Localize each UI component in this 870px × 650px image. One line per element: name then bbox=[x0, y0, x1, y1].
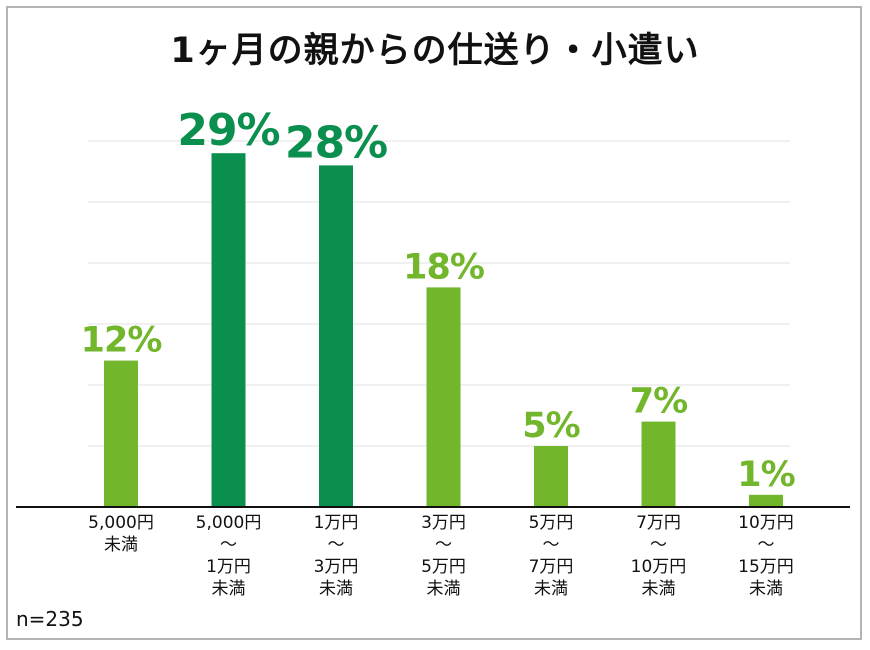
category-label: 10万円〜 15万円未満 bbox=[738, 513, 794, 599]
bar bbox=[426, 287, 461, 507]
chart-title: 1ヶ月の親からの仕送り・小遣い bbox=[170, 31, 700, 71]
bar bbox=[534, 446, 568, 507]
category-label: 5万円〜 7万円未満 bbox=[529, 513, 574, 599]
bar bbox=[211, 153, 246, 507]
value-label: 5% bbox=[522, 406, 579, 446]
category-label: 5,000円〜 1万円未満 bbox=[196, 513, 262, 599]
bar bbox=[104, 360, 138, 507]
value-label: 1% bbox=[737, 455, 794, 495]
value-label: 12% bbox=[81, 321, 162, 361]
bar bbox=[319, 165, 353, 507]
value-label: 18% bbox=[403, 247, 484, 287]
value-labels: 12% 29% 28% 18% 5% 7% 1% bbox=[81, 105, 796, 495]
category-label: 7万円〜 10万円未満 bbox=[631, 513, 687, 599]
value-label: 7% bbox=[630, 382, 687, 422]
bar bbox=[641, 421, 676, 507]
value-label: 29% bbox=[177, 105, 279, 156]
category-label: 3万円〜 5万円未満 bbox=[421, 513, 466, 599]
sample-size-note: n=235 bbox=[16, 607, 84, 631]
bars bbox=[104, 153, 783, 507]
category-label: 1万円〜 3万円未満 bbox=[314, 513, 359, 599]
category-label: 5,000円未満 bbox=[88, 513, 154, 555]
bar bbox=[749, 494, 783, 507]
category-labels: 5,000円未満 5,000円〜 1万円未満 1万円〜 3万円未満 3万円〜 5万円未満 5万… bbox=[88, 513, 794, 599]
value-label: 28% bbox=[285, 117, 387, 168]
